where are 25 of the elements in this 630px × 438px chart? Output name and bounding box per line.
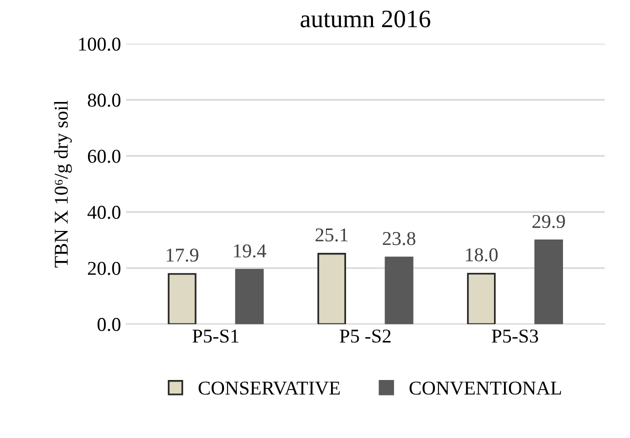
- bar: [467, 272, 496, 324]
- data-label: 17.9: [166, 248, 198, 262]
- data-label: 29.9: [532, 214, 565, 228]
- x-tick-label: P5-S3: [492, 330, 538, 343]
- bar: [168, 273, 196, 324]
- bar: [317, 252, 346, 324]
- y-tick-label: 40.0: [87, 206, 120, 220]
- bar: [384, 256, 414, 324]
- y-tick-label: 80.0: [88, 94, 120, 107]
- data-label: 25.1: [316, 228, 348, 242]
- y-tick-label: 100.0: [79, 38, 120, 51]
- chart-title: autumn 2016: [300, 10, 430, 28]
- legend-label: CONSERVATIVE: [198, 382, 340, 395]
- data-label: 18.0: [466, 248, 498, 262]
- y-tick-label: 20.0: [88, 262, 120, 276]
- data-label: 19.4: [234, 244, 266, 258]
- x-tick-label: P5 -S2: [340, 330, 391, 343]
- y-axis-title: TBN X 10⁶/g dry soil: [54, 100, 72, 268]
- bar: [235, 268, 264, 324]
- bar: [534, 239, 563, 324]
- data-label: 23.8: [382, 232, 416, 246]
- y-tick-label: 0.0: [98, 318, 120, 332]
- legend-label: CONVENTIONAL: [410, 382, 561, 395]
- y-tick-label: 60.0: [88, 150, 120, 163]
- x-tick-label: P5-S1: [192, 330, 238, 343]
